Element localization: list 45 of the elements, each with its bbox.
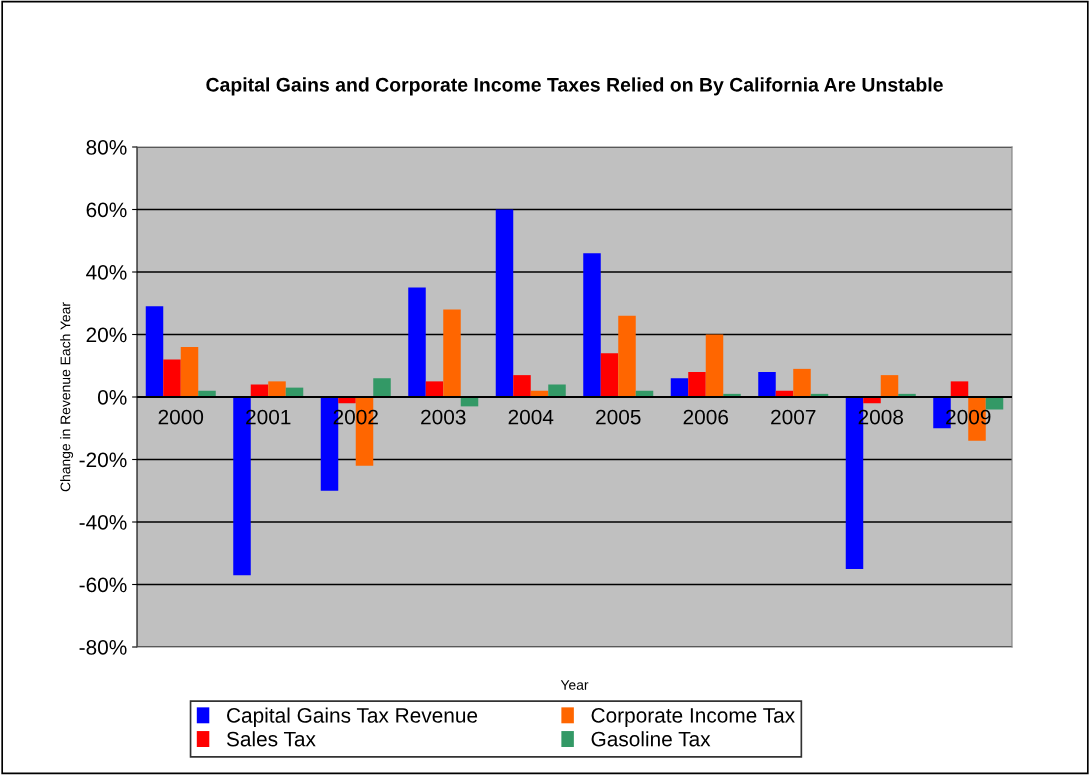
y-tick-label: 20% (86, 327, 127, 343)
y-tick-label: 80% (86, 140, 127, 155)
bar (950, 381, 969, 397)
x-axis-title: Year (560, 680, 589, 690)
y-tick-label: -60% (79, 577, 127, 593)
y-tick-label: 0% (97, 390, 127, 405)
bar (583, 253, 601, 397)
bar (495, 209, 514, 397)
legend-label: Corporate Income Tax (591, 708, 795, 727)
y-tick-label: -20% (79, 452, 127, 468)
bar (145, 306, 164, 397)
x-tick-label: 2009 (946, 409, 991, 425)
bar (425, 381, 444, 397)
legend-label: Gasoline Tax (591, 731, 711, 747)
bar (548, 384, 566, 397)
chart-title: Capital Gains and Corporate Income Taxes Relied on By California Are Unstable (206, 77, 943, 96)
bar (618, 315, 636, 397)
x-tick-label: 2004 (508, 409, 554, 425)
legend-label: Capital Gains Tax Revenue (227, 707, 478, 727)
y-tick-label: 40% (86, 265, 127, 280)
bar (180, 347, 199, 397)
y-tick-label: 60% (86, 202, 127, 218)
bar (250, 384, 269, 397)
x-tick-label: 2000 (158, 409, 204, 425)
bar (163, 359, 181, 397)
bar (880, 375, 899, 397)
bar (443, 309, 461, 397)
y-tick-label: -80% (79, 640, 127, 655)
bar (688, 372, 706, 397)
bar (268, 381, 286, 397)
bar (373, 378, 391, 397)
bar (513, 375, 531, 397)
bar (408, 287, 426, 397)
bar (758, 372, 776, 397)
x-tick-label: 2005 (596, 409, 641, 425)
x-tick-label: 2003 (421, 409, 466, 425)
bar (705, 334, 724, 397)
y-tick-label: -40% (79, 515, 127, 530)
bar (600, 353, 619, 397)
bar (793, 368, 811, 397)
bar (670, 378, 689, 397)
legend-label: Sales Tax (226, 731, 316, 747)
x-tick-label: 2006 (683, 409, 729, 425)
x-tick-label: 2007 (771, 409, 816, 425)
y-axis-title: Change in Revenue Each Year (60, 302, 74, 492)
